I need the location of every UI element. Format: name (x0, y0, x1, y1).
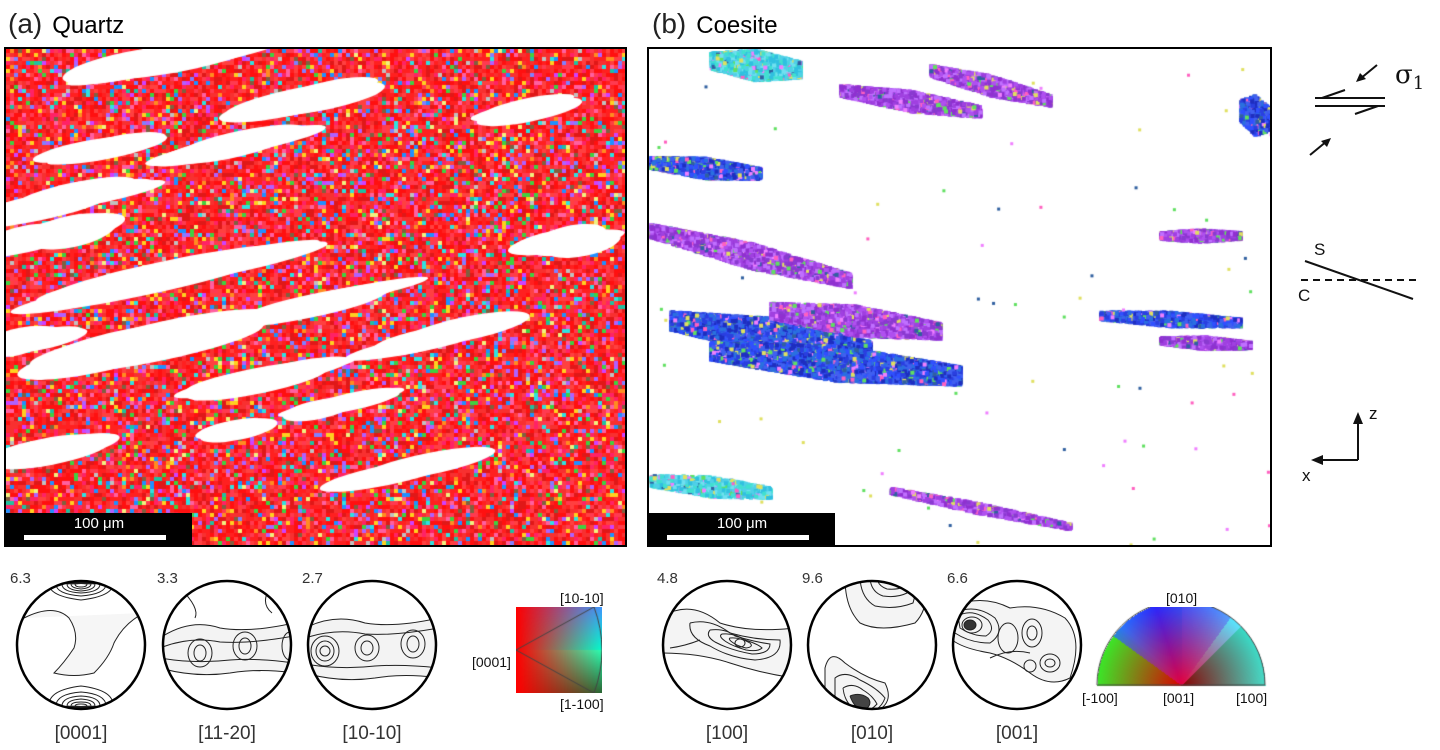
quartz-scalebar: 100 μm (6, 513, 192, 545)
coesite-orientation-canvas (649, 49, 1270, 545)
z-axis-label: z (1369, 404, 1378, 423)
coesite-pf-010-max: 9.6 (802, 570, 823, 587)
coesite-scalebar-label: 100 μm (716, 515, 768, 532)
sigma-one-label: σ1 (1395, 60, 1424, 94)
quartz-pf-axis-10-10: [10-10] (342, 723, 402, 744)
quartz-key-bottom-label: [1-100] (560, 696, 604, 712)
coesite-scalebar-bar (667, 535, 809, 540)
coesite-pf-100-max: 4.8 (657, 570, 678, 587)
panel-b-letter: (b) (652, 8, 687, 39)
panel-a-mineral: Quartz (52, 12, 125, 39)
sigma-subscript: 1 (1412, 73, 1425, 95)
quartz-pf-axis-0001: [0001] (54, 723, 108, 744)
s-plane-label: S (1314, 240, 1326, 259)
c-plane-label: C (1298, 286, 1311, 305)
quartz-key-top-label: [10-10] (560, 590, 604, 606)
quartz-key-left-label: [0001] (472, 654, 511, 670)
coesite-key-left-label: [-100] (1082, 690, 1118, 706)
quartz-pf-10-10-max: 2.7 (302, 570, 323, 587)
coesite-ipf-color-key (1095, 607, 1267, 687)
coesite-pf-axis-001: [001] (995, 723, 1039, 744)
coesite-pf-001-max: 6.6 (947, 570, 968, 587)
coesite-key-top-label: [010] (1166, 590, 1198, 606)
panel-a-label: (a) Quartz (8, 8, 124, 40)
coesite-pole-figure-010 (806, 579, 938, 711)
quartz-ebsd-map: 100 μm (4, 47, 627, 547)
quartz-pf-0001-max: 6.3 (10, 570, 31, 587)
coesite-pole-figure-001 (951, 579, 1083, 711)
quartz-pole-figure-0001 (15, 579, 147, 711)
coesite-key-right-label: [100] (1236, 690, 1268, 706)
quartz-ipf-color-key (516, 607, 602, 693)
quartz-orientation-canvas (6, 49, 625, 545)
coesite-scalebar: 100 μm (649, 513, 835, 545)
coesite-key-center-label: [001] (1163, 690, 1195, 706)
sigma-symbol: σ (1395, 60, 1413, 90)
quartz-scalebar-label: 100 μm (73, 515, 125, 532)
quartz-pf-axis-11-20: [11-20] (198, 723, 256, 744)
quartz-scalebar-bar (24, 535, 166, 540)
coordinate-axes (1311, 412, 1363, 465)
panel-a-letter: (a) (8, 8, 43, 39)
quartz-pole-figure-10-10 (306, 579, 438, 711)
s-c-foliation-schematic (1301, 260, 1420, 300)
x-axis-label: x (1302, 466, 1311, 485)
coesite-ebsd-map: 100 μm (647, 47, 1272, 547)
quartz-pole-figure-11-20 (161, 579, 293, 711)
panel-b-mineral: Coesite (696, 12, 778, 39)
panel-b-label: (b) Coesite (652, 8, 778, 40)
coesite-pole-figure-100 (661, 579, 793, 711)
coesite-pf-axis-010: [010] (850, 723, 894, 744)
quartz-pf-11-20-max: 3.3 (157, 570, 178, 587)
shear-stress-schematic (1309, 64, 1385, 156)
coesite-pf-axis-100: [100] (705, 723, 749, 744)
